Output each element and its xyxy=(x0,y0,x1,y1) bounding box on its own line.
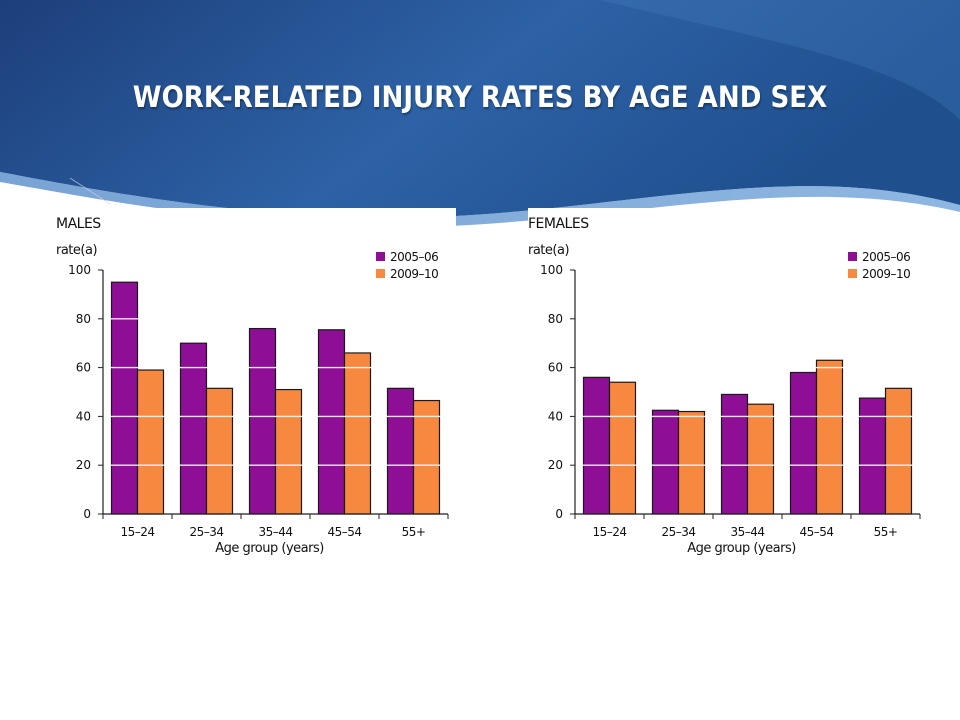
y-tick-label: 0 xyxy=(555,507,563,521)
y-tick-label: 20 xyxy=(76,458,91,472)
bar-series2 xyxy=(608,381,637,515)
x-tick-label: 25–34 xyxy=(661,525,695,539)
x-tick-label: 45–54 xyxy=(327,525,361,539)
y-tick-label: 60 xyxy=(76,361,91,375)
bar-series1 xyxy=(317,329,346,515)
bar-series2 xyxy=(136,369,165,515)
y-tick-label: 60 xyxy=(548,361,563,375)
x-tick-label: 45–54 xyxy=(799,525,833,539)
legend-swatch xyxy=(376,269,385,278)
legend-swatch xyxy=(848,269,857,278)
x-axis-label: Age group (years) xyxy=(215,541,324,556)
x-tick-label: 35–44 xyxy=(730,525,764,539)
y-tick-label: 100 xyxy=(540,263,563,277)
bar-series2 xyxy=(884,387,913,515)
males-chart: MALES rate(a) 0 20 40 60 80 100 15–24 25–34 35–44 4… xyxy=(56,216,449,556)
banner-line xyxy=(69,177,111,205)
banner-highlight xyxy=(600,0,960,120)
y-axis-label: rate(a) xyxy=(528,243,569,258)
chart-title: MALES xyxy=(56,216,101,232)
legend: 2005–06 2009–10 xyxy=(376,250,439,281)
legend: 2005–06 2009–10 xyxy=(848,250,911,281)
bar-series1 xyxy=(386,387,415,515)
bar-series1 xyxy=(651,409,680,515)
bar-series2 xyxy=(343,352,372,515)
y-tick-label: 0 xyxy=(83,507,91,521)
bar-series2 xyxy=(746,403,775,515)
bar-series2 xyxy=(205,387,234,515)
bar-series1 xyxy=(179,342,208,515)
legend-swatch xyxy=(848,252,857,261)
bar-series2 xyxy=(677,410,706,515)
bar-series1 xyxy=(248,327,277,515)
x-tick-label: 15–24 xyxy=(120,525,154,539)
x-axis-label: Age group (years) xyxy=(687,541,796,556)
females-chart-panel: FEMALES rate(a) 0 20 40 60 80 100 15–24 25–34 35–4… xyxy=(528,208,928,578)
bar-series1 xyxy=(720,393,749,515)
bar-series1 xyxy=(110,281,139,515)
x-tick-label: 55+ xyxy=(402,525,426,539)
bar-series1 xyxy=(582,376,611,515)
y-axis-label: rate(a) xyxy=(56,243,97,258)
legend-label: 2005–06 xyxy=(390,250,438,264)
bars xyxy=(110,281,441,515)
legend-label: 2005–06 xyxy=(862,250,910,264)
y-tick-label: 80 xyxy=(548,312,563,326)
y-tick-label: 40 xyxy=(76,409,91,423)
x-tick-label: 35–44 xyxy=(258,525,292,539)
legend-label: 2009–10 xyxy=(862,267,910,281)
bar-series2 xyxy=(412,399,441,515)
header-banner xyxy=(0,0,960,228)
legend-swatch xyxy=(376,252,385,261)
females-chart: FEMALES rate(a) 0 20 40 60 80 100 15–24 25–34 35–4… xyxy=(528,216,921,556)
bar-series2 xyxy=(815,359,844,515)
bar-series1 xyxy=(789,371,818,515)
x-tick-label: 25–34 xyxy=(189,525,223,539)
y-tick-label: 80 xyxy=(76,312,91,326)
x-tick-label: 15–24 xyxy=(592,525,626,539)
chart-title: FEMALES xyxy=(528,216,589,232)
y-tick-label: 20 xyxy=(548,458,563,472)
y-tick-label: 40 xyxy=(548,409,563,423)
bar-series1 xyxy=(858,397,887,515)
slide-title: WORK-RELATED INJURY RATES BY AGE AND SEX xyxy=(132,80,828,114)
legend-label: 2009–10 xyxy=(390,267,438,281)
banner-background xyxy=(0,0,960,219)
y-tick-label: 100 xyxy=(68,263,91,277)
x-tick-label: 55+ xyxy=(874,525,898,539)
males-chart-panel: MALES rate(a) 0 20 40 60 80 100 15–24 25–34 35–44 4… xyxy=(56,208,456,578)
bar-series2 xyxy=(274,388,303,515)
